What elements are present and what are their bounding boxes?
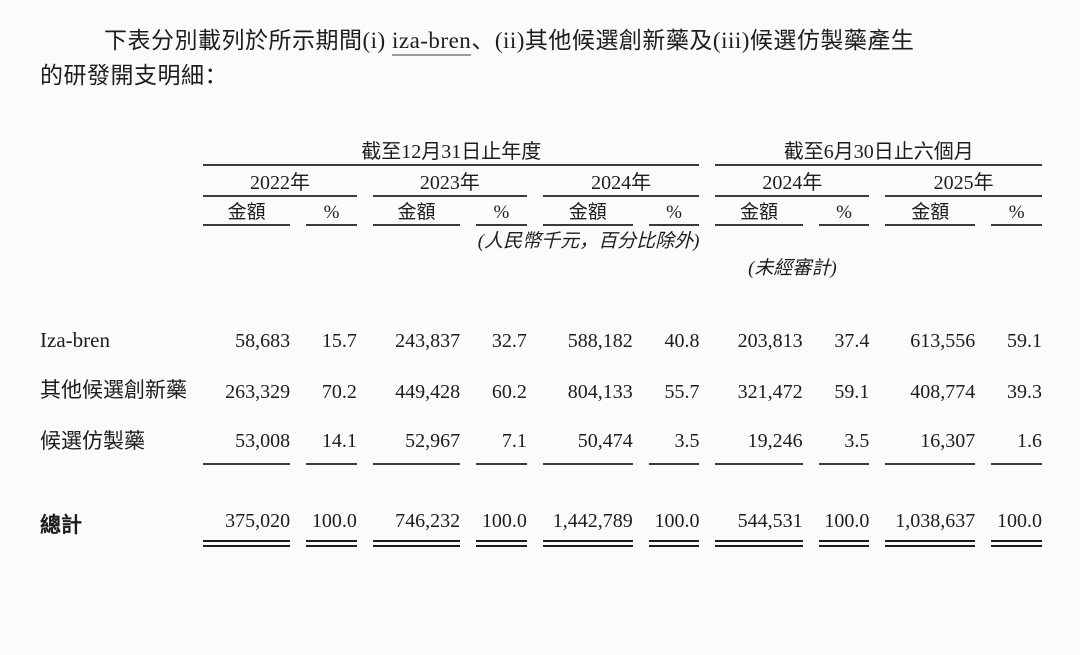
- amount-cell: 16,307: [885, 414, 976, 465]
- year-header-2024-interim: 2024年: [715, 166, 870, 197]
- percent-cell: 3.5: [818, 414, 870, 465]
- percent-header: %: [818, 197, 870, 226]
- row-label: Iza-bren: [40, 328, 110, 352]
- total-amount-cell: 746,232: [372, 465, 461, 547]
- total-amount-cell: 544,531: [715, 465, 803, 547]
- percent-cell: 7.1: [476, 414, 527, 465]
- group-header-interim: 截至6月30日止六個月: [715, 135, 1042, 166]
- units-note-spacer: [715, 226, 1042, 253]
- total-percent-cell: 100.0: [306, 465, 357, 547]
- percent-header: %: [306, 197, 357, 226]
- total-row: 總計 375,020 100.0 746,232 100.0 1,442,789…: [40, 465, 1042, 547]
- amount-cell: 53,008: [203, 414, 291, 465]
- amount-cell: 203,813: [737, 330, 803, 352]
- subheader-row-spacer: [40, 197, 187, 226]
- table-row-iza-bren: Iza-bren 58,683 15.7 243,837 32.7 588,18…: [40, 280, 1042, 363]
- amount-header: 金額: [372, 197, 461, 226]
- amount-cell: 243,837: [395, 330, 461, 352]
- year-row-spacer: [40, 166, 187, 197]
- amount-cell: 408,774: [910, 381, 976, 403]
- amount-cell: 263,329: [225, 381, 291, 403]
- unaudited-note-spacer-right: [885, 253, 1042, 280]
- percent-header: %: [648, 197, 700, 226]
- amount-cell: 613,556: [910, 330, 976, 352]
- period-group-row: 截至12月31日止年度 截至6月30日止六個月: [40, 135, 1042, 166]
- unaudited-note-row: (未經審計): [40, 253, 1042, 280]
- intro-paragraph: 下表分別載列於所示期間(i) iza-bren、(ii)其他候選創新藥及(iii…: [40, 24, 1052, 93]
- total-percent-cell: 100.0: [648, 465, 700, 547]
- amount-cell: 804,133: [567, 381, 633, 403]
- unaudited-note: (未經審計): [748, 258, 837, 279]
- total-amount-cell: 375,020: [203, 465, 291, 547]
- year-row: 2022年 2023年 2024年 2024年 2025年: [40, 166, 1042, 197]
- amount-cell: 19,246: [715, 414, 803, 465]
- term-iza-bren: iza-bren: [391, 28, 472, 56]
- intro-text-line2: 的研發開支明細：: [40, 62, 228, 88]
- subheader-row: 金額 % 金額 % 金額 % 金額 % 金額 %: [40, 197, 1042, 226]
- units-note-row: (人民幣千元，百分比除外): [40, 226, 1042, 253]
- amount-cell: 588,182: [567, 330, 633, 352]
- year-header-2024: 2024年: [542, 166, 700, 197]
- total-amount-cell: 1,442,789: [542, 465, 633, 547]
- percent-header: %: [476, 197, 527, 226]
- table-row-other-innovative: 其他候選創新藥 263,329 70.2 449,428 60.2 804,13…: [40, 363, 1042, 414]
- row-label: 候選仿製藥: [40, 429, 145, 453]
- rd-expense-table: 截至12月31日止年度 截至6月30日止六個月 2022年 2023年 2024…: [24, 135, 1058, 547]
- percent-cell: 1.6: [991, 414, 1042, 465]
- percent-cell: 15.7: [321, 330, 357, 352]
- amount-cell: 52,967: [372, 414, 461, 465]
- amount-cell: 58,683: [235, 330, 291, 352]
- amount-cell: 449,428: [395, 381, 461, 403]
- corner-spacer: [40, 135, 187, 166]
- year-header-2025-interim: 2025年: [885, 166, 1042, 197]
- amount-cell: 321,472: [737, 381, 803, 403]
- percent-cell: 70.2: [321, 381, 357, 403]
- year-header-2022: 2022年: [203, 166, 357, 197]
- units-note: (人民幣千元，百分比除外): [477, 231, 700, 252]
- total-label: 總計: [40, 513, 82, 537]
- percent-cell: 55.7: [664, 381, 700, 403]
- percent-cell: 60.2: [491, 381, 527, 403]
- percent-cell: 40.8: [664, 330, 700, 352]
- percent-cell: 59.1: [834, 381, 870, 403]
- amount-header: 金額: [715, 197, 803, 226]
- percent-cell: 14.1: [306, 414, 357, 465]
- amount-cell: 50,474: [542, 414, 633, 465]
- percent-cell: 39.3: [1007, 381, 1042, 403]
- total-percent-cell: 100.0: [991, 465, 1042, 547]
- percent-cell: 37.4: [834, 330, 870, 352]
- percent-cell: 3.5: [648, 414, 700, 465]
- table-row-generic-candidates: 候選仿製藥 53,008 14.1 52,967 7.1 50,474 3.5 …: [40, 414, 1042, 465]
- amount-header: 金額: [203, 197, 291, 226]
- total-amount-cell: 1,038,637: [885, 465, 976, 547]
- row-label: 其他候選創新藥: [40, 378, 187, 402]
- unaudited-note-spacer-left: [40, 253, 699, 280]
- year-header-2023: 2023年: [372, 166, 527, 197]
- intro-text-after: 、(ii)其他候選創新藥及(iii)候選仿製藥產生: [471, 28, 915, 53]
- total-percent-cell: 100.0: [476, 465, 527, 547]
- group-header-annual: 截至12月31日止年度: [203, 135, 700, 166]
- intro-text-before: 下表分別載列於所示期間(i): [104, 28, 392, 53]
- percent-cell: 32.7: [491, 330, 527, 352]
- percent-cell: 59.1: [1007, 330, 1042, 352]
- amount-header: 金額: [885, 197, 976, 226]
- percent-header: %: [991, 197, 1042, 226]
- amount-header: 金額: [542, 197, 633, 226]
- total-percent-cell: 100.0: [818, 465, 870, 547]
